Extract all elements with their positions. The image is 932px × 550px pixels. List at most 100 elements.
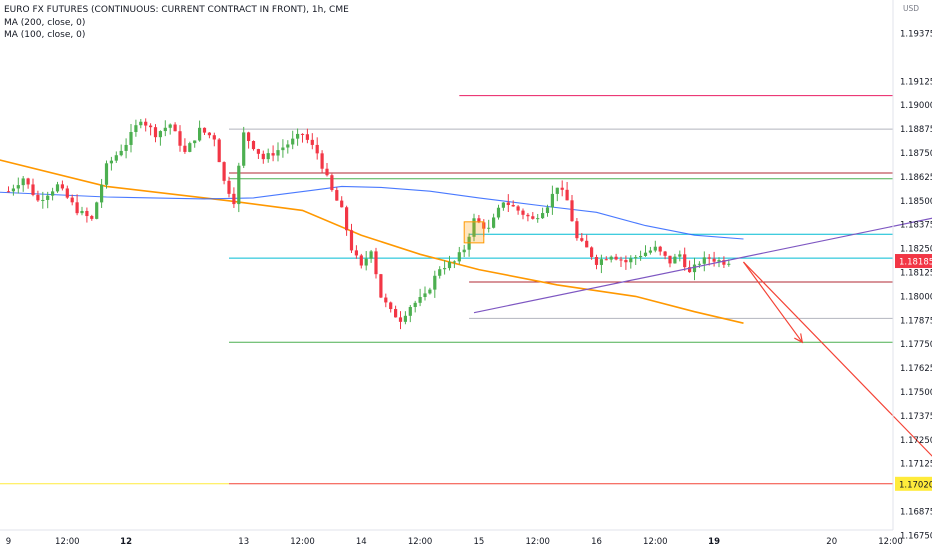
price-label: 1.18185 — [899, 258, 932, 268]
candle-body — [379, 274, 383, 298]
candle-body — [281, 147, 285, 151]
time-tick-label: 19 — [708, 537, 720, 547]
price-tick-label: 1.17625 — [900, 364, 932, 374]
candle-body — [320, 153, 324, 169]
candle-body — [389, 302, 393, 310]
candle-body — [90, 216, 94, 219]
candle-body — [629, 258, 633, 263]
candle-body — [305, 134, 309, 140]
candle-body — [452, 261, 456, 263]
candle-body — [545, 207, 550, 214]
candle-body — [575, 221, 579, 239]
time-axis[interactable]: 9 12:00 12 13 12:00 14 12:00 15 12:00 16 12:00 19 20… — [6, 537, 932, 547]
candle-body — [658, 246, 662, 252]
candle-body — [119, 150, 123, 156]
candle-body — [717, 260, 721, 262]
candle-body — [614, 256, 618, 260]
candle-body — [634, 257, 638, 259]
candle-body — [472, 218, 476, 237]
price-tick-label: 1.17875 — [900, 316, 932, 326]
candle-body — [433, 275, 437, 290]
candle-body — [134, 125, 138, 132]
candle-body — [541, 213, 545, 219]
candle-body — [21, 178, 25, 186]
candle-body — [418, 297, 422, 303]
candle-body — [247, 132, 251, 142]
time-tick-label: 12:00 — [408, 537, 433, 547]
candle-body — [477, 218, 481, 223]
candle-body — [173, 124, 177, 132]
price-tick-label: 1.19375 — [900, 29, 932, 39]
candle-body — [237, 165, 241, 205]
candle-body — [673, 256, 677, 264]
candle-body — [144, 121, 148, 126]
horizontal-levels — [0, 95, 893, 485]
candle-body — [217, 139, 221, 163]
candle-body — [457, 252, 461, 262]
candle-body — [531, 216, 535, 219]
candle-body — [75, 202, 79, 214]
candle-body — [639, 255, 643, 258]
candle-body — [492, 217, 496, 228]
indicator-ma100-label[interactable]: MA (100, close, 0) — [4, 30, 86, 40]
indicator-ma200-label[interactable]: MA (200, close, 0) — [4, 17, 86, 28]
candle-body — [325, 168, 329, 176]
candle-body — [570, 200, 574, 222]
trend-line — [473, 217, 932, 314]
candle-body — [46, 195, 50, 200]
candle-body — [668, 255, 672, 264]
candle-body — [384, 297, 388, 303]
candle-body — [129, 131, 133, 145]
candle-body — [403, 315, 407, 322]
candle-body — [212, 135, 216, 140]
price-tick-label: 1.18000 — [900, 292, 932, 302]
candle-body — [408, 307, 412, 316]
price-tick-label: 1.18875 — [900, 125, 932, 135]
candle-body — [565, 189, 569, 201]
projection-arrow — [743, 261, 803, 343]
candle-body — [310, 139, 314, 145]
candle-body — [521, 210, 525, 215]
candle-body — [286, 144, 290, 148]
drawings[interactable] — [463, 186, 932, 483]
candle-body — [707, 257, 711, 259]
price-tick-label: 1.17750 — [900, 340, 932, 350]
chart-legend: EURO FX FUTURES (CONTINUOUS: CURRENT CON… — [4, 4, 349, 42]
candle-body — [60, 184, 64, 189]
candle-body — [555, 187, 559, 194]
candles — [6, 118, 731, 330]
candle-body — [36, 194, 40, 201]
candle-body — [266, 153, 270, 160]
candle-body — [300, 133, 305, 135]
candle-body — [31, 184, 35, 195]
projection-arrow — [743, 261, 932, 457]
candle-body — [683, 254, 687, 268]
price-tick-label: 1.16875 — [900, 508, 932, 518]
candle-body — [369, 251, 373, 259]
symbol-title[interactable]: EURO FX FUTURES (CONTINUOUS: CURRENT CON… — [4, 5, 349, 15]
candle-body — [95, 202, 99, 219]
candle-body — [447, 261, 452, 269]
candle-body — [6, 191, 11, 193]
candle-body — [11, 188, 15, 192]
candle-body — [202, 127, 207, 133]
candle-body — [678, 254, 682, 257]
candle-body — [727, 263, 731, 265]
candle-body — [26, 178, 30, 185]
candle-body — [643, 252, 648, 256]
candle-body — [227, 180, 231, 194]
time-tick-label: 20 — [826, 537, 837, 547]
candle-body — [585, 240, 589, 248]
candle-body — [198, 127, 202, 141]
time-tick-label: 14 — [356, 537, 367, 547]
candle-body — [163, 127, 167, 132]
candle-body — [722, 260, 726, 265]
candle-body — [609, 256, 613, 260]
moving-averages — [0, 159, 744, 324]
price-tick-label: 1.18750 — [900, 149, 932, 159]
candle-body — [604, 259, 608, 261]
ma100-line — [0, 185, 744, 240]
candle-body — [688, 267, 692, 273]
